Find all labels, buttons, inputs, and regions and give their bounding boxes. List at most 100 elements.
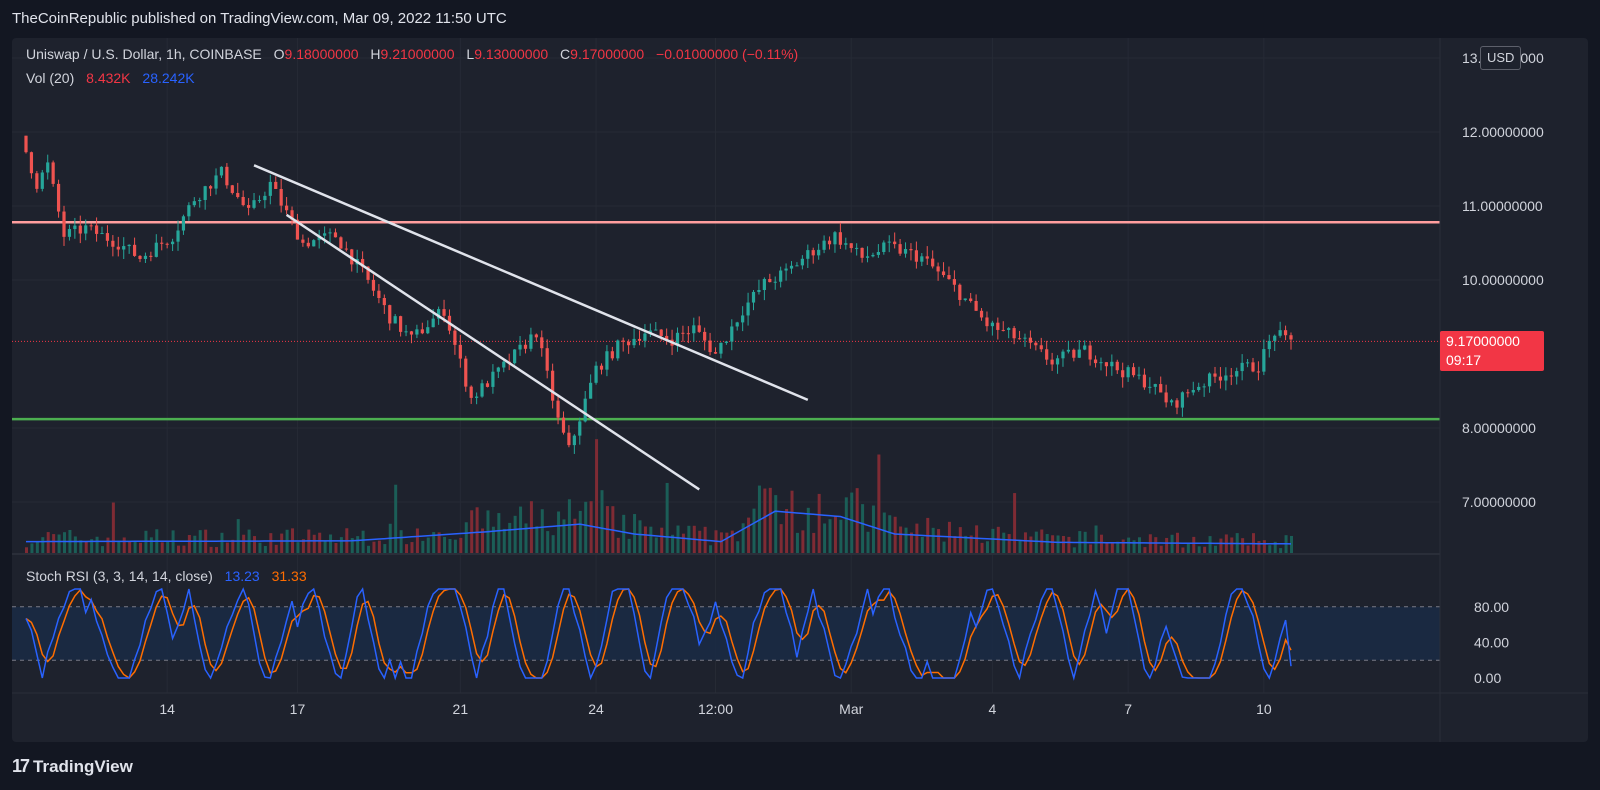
currency-button[interactable]: USD bbox=[1480, 46, 1522, 70]
candle-down bbox=[849, 243, 853, 249]
candle-down bbox=[637, 338, 642, 341]
volume-bar bbox=[372, 541, 376, 553]
volume-bar bbox=[627, 538, 631, 553]
candle-up bbox=[219, 166, 224, 176]
volume-bar bbox=[1230, 537, 1234, 553]
candle-down bbox=[958, 284, 962, 300]
candle-up bbox=[192, 201, 196, 206]
x-tick-label: 10 bbox=[1256, 701, 1272, 717]
stoch-rsi-legend[interactable]: Stoch RSI (3, 3, 14, 14, close) 13.23 31… bbox=[26, 568, 307, 584]
candle-up bbox=[735, 322, 739, 327]
candle-up bbox=[1197, 386, 1201, 390]
candle-up bbox=[122, 246, 126, 250]
stoch-rsi-label: Stoch RSI (3, 3, 14, 14, close) bbox=[26, 568, 213, 584]
tradingview-brand[interactable]: 17 TradingView bbox=[12, 748, 312, 784]
volume-bar bbox=[654, 537, 658, 553]
volume-bar bbox=[915, 523, 919, 553]
candle-down bbox=[366, 266, 370, 280]
volume-bar bbox=[774, 495, 778, 553]
candle-down bbox=[371, 279, 376, 291]
volume-bar bbox=[464, 522, 468, 553]
candle-down bbox=[556, 400, 560, 418]
volume-bar bbox=[1241, 538, 1245, 553]
candle-up bbox=[1169, 400, 1174, 403]
volume-bar bbox=[410, 542, 414, 553]
candle-down bbox=[138, 255, 142, 259]
volume-bar bbox=[329, 534, 333, 553]
chart-panel[interactable]: 1417212412:00Mar471013.0000000012.000000… bbox=[12, 38, 1588, 742]
candle-down bbox=[105, 233, 110, 241]
candle-up bbox=[746, 302, 750, 316]
candle-up bbox=[1126, 367, 1130, 378]
candle-down bbox=[285, 205, 289, 211]
candle-down bbox=[1229, 375, 1233, 377]
volume-bar bbox=[356, 536, 360, 553]
candle-down bbox=[51, 162, 55, 184]
candle-up bbox=[730, 326, 734, 342]
candle-down bbox=[1164, 392, 1168, 403]
high-value: 9.21000000 bbox=[380, 46, 455, 62]
volume-bar bbox=[529, 501, 533, 553]
candle-up bbox=[1061, 351, 1065, 359]
candle-down bbox=[703, 331, 707, 341]
volume-bar bbox=[584, 501, 588, 553]
volume-bar bbox=[301, 539, 305, 553]
candle-down bbox=[1115, 361, 1119, 371]
symbol-name: Uniswap / U.S. Dollar, 1h, COINBASE bbox=[26, 46, 262, 62]
volume-bar bbox=[861, 504, 865, 553]
volume-bar bbox=[383, 544, 387, 553]
volume-bar bbox=[443, 536, 447, 553]
candle-up bbox=[1055, 358, 1060, 365]
candle-down bbox=[111, 240, 115, 247]
candle-down bbox=[768, 278, 772, 283]
candle-down bbox=[969, 298, 973, 301]
stoch-tick-label: 40.00 bbox=[1474, 634, 1509, 650]
candle-up bbox=[1245, 362, 1250, 364]
volume-bar bbox=[111, 502, 115, 553]
volume-bar bbox=[676, 525, 680, 553]
candle-down bbox=[1218, 376, 1223, 381]
candle-down bbox=[1131, 367, 1136, 376]
candle-up bbox=[692, 325, 696, 334]
candle-down bbox=[344, 248, 348, 250]
candle-up bbox=[1191, 389, 1195, 393]
volume-bar bbox=[350, 538, 354, 553]
volume-bar bbox=[752, 508, 756, 553]
volume-bar bbox=[1013, 493, 1017, 553]
candle-up bbox=[73, 225, 77, 230]
volume-bar bbox=[747, 517, 751, 553]
candle-up bbox=[480, 383, 484, 397]
volume-legend[interactable]: Vol (20) 8.432K 28.242K bbox=[26, 70, 195, 86]
volume-bar bbox=[1116, 541, 1120, 553]
symbol-legend[interactable]: Uniswap / U.S. Dollar, 1h, COINBASE O9.1… bbox=[26, 46, 798, 62]
x-tick-label: 4 bbox=[988, 701, 996, 717]
candle-down bbox=[1256, 371, 1261, 373]
candle-up bbox=[654, 329, 658, 331]
volume-bar bbox=[426, 537, 430, 553]
candle-down bbox=[1175, 400, 1179, 408]
volume-bar bbox=[225, 542, 229, 553]
volume-bar bbox=[133, 540, 137, 553]
volume-bar bbox=[491, 526, 495, 553]
volume-bar bbox=[1165, 537, 1169, 553]
x-tick-label: 21 bbox=[453, 701, 469, 717]
volume-bar bbox=[1127, 537, 1131, 553]
candle-up bbox=[154, 242, 158, 257]
volume-bar bbox=[1045, 534, 1049, 553]
volume-bar bbox=[470, 510, 474, 553]
change-value: −0.01000000 (−0.11%) bbox=[656, 46, 799, 62]
candle-up bbox=[513, 349, 517, 364]
candle-down bbox=[523, 344, 528, 349]
x-tick-label: 14 bbox=[159, 701, 175, 717]
candle-down bbox=[713, 352, 718, 354]
volume-bar bbox=[524, 523, 528, 553]
volume-bar bbox=[741, 523, 745, 553]
candle-up bbox=[170, 241, 175, 245]
chart-canvas[interactable]: 1417212412:00Mar471013.0000000012.000000… bbox=[12, 38, 1588, 742]
candle-down bbox=[420, 329, 424, 334]
candle-up bbox=[1224, 375, 1228, 381]
candle-down bbox=[621, 340, 625, 342]
volume-bar bbox=[377, 540, 381, 553]
volume-bar bbox=[253, 536, 257, 553]
volume-bar bbox=[839, 519, 843, 553]
